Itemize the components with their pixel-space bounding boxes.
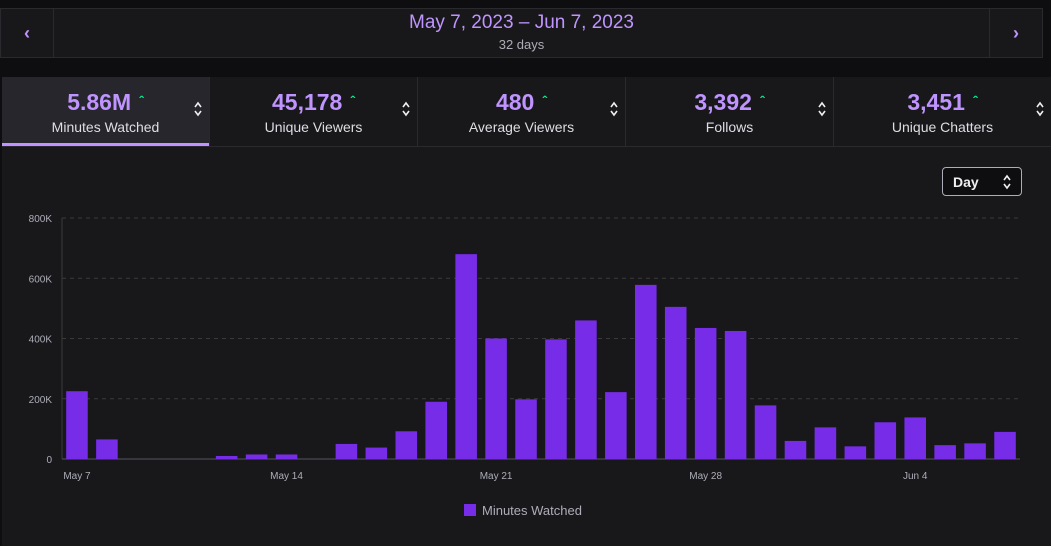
metric-label: Minutes Watched bbox=[51, 119, 160, 135]
metric-label: Unique Viewers bbox=[264, 119, 363, 135]
metric-tab-follows[interactable]: 3,392 ˆ Follows bbox=[626, 77, 834, 146]
metric-label: Average Viewers bbox=[468, 119, 575, 135]
bar bbox=[515, 399, 537, 459]
metric-tab-unique-viewers[interactable]: 45,178 ˆ Unique Viewers bbox=[210, 77, 418, 146]
metric-value: 3,392 bbox=[694, 89, 752, 115]
legend-swatch bbox=[464, 504, 476, 516]
date-range-title: May 7, 2023 – Jun 7, 2023 bbox=[409, 12, 634, 33]
select-arrows-icon bbox=[1003, 174, 1011, 190]
bar bbox=[904, 417, 926, 459]
date-range-picker: ‹ May 7, 2023 – Jun 7, 2023 32 days › bbox=[0, 8, 1043, 58]
bar bbox=[964, 443, 986, 459]
bar bbox=[844, 446, 867, 459]
metric-label: Unique Chatters bbox=[891, 119, 994, 135]
bar bbox=[934, 445, 956, 459]
sort-icon bbox=[402, 101, 410, 117]
bar bbox=[545, 339, 567, 459]
trend-up-icon: ˆ bbox=[542, 93, 548, 109]
bar bbox=[245, 454, 268, 459]
bar bbox=[664, 306, 687, 459]
x-tick-label: May 14 bbox=[270, 471, 303, 482]
sort-icon bbox=[818, 101, 826, 117]
bar bbox=[365, 447, 388, 459]
y-tick-label: 0 bbox=[46, 455, 52, 466]
bar bbox=[994, 431, 1016, 459]
sort-icon bbox=[1036, 101, 1044, 117]
bar bbox=[215, 455, 238, 459]
x-tick-label: May 28 bbox=[689, 471, 722, 482]
bar bbox=[605, 392, 627, 459]
metric-label: Follows bbox=[705, 119, 754, 135]
bar bbox=[635, 284, 657, 459]
bar bbox=[485, 338, 507, 459]
metric-value: 3,451 bbox=[907, 89, 965, 115]
stats-panel: 5.86M ˆ Minutes Watched 45,178 ˆ Unique Vi… bbox=[2, 77, 1051, 546]
bar bbox=[96, 439, 118, 459]
bar bbox=[754, 405, 777, 459]
metric-tab-minutes-watched[interactable]: 5.86M ˆ Minutes Watched bbox=[2, 77, 210, 146]
bar bbox=[575, 320, 597, 459]
trend-up-icon: ˆ bbox=[350, 93, 356, 109]
bar bbox=[694, 327, 717, 459]
bar bbox=[335, 443, 358, 459]
sort-icon bbox=[194, 101, 202, 117]
bar bbox=[395, 431, 418, 459]
trend-up-icon: ˆ bbox=[972, 93, 978, 109]
chevron-left-icon: ‹ bbox=[24, 22, 30, 43]
interval-select[interactable]: Day bbox=[942, 167, 1022, 196]
interval-select-value: Day bbox=[953, 174, 979, 190]
trend-up-icon: ˆ bbox=[139, 93, 144, 109]
y-tick-label: 600K bbox=[29, 274, 53, 285]
trend-up-icon: ˆ bbox=[759, 93, 765, 109]
metric-tab-average-viewers[interactable]: 480 ˆ Average Viewers bbox=[418, 77, 626, 146]
metric-value: 45,178 bbox=[271, 89, 343, 115]
y-tick-label: 400K bbox=[29, 335, 53, 346]
previous-range-button[interactable]: ‹ bbox=[1, 9, 54, 57]
metric-tab-unique-chatters[interactable]: 3,451 ˆ Unique Chatters bbox=[834, 77, 1051, 146]
bar bbox=[724, 330, 747, 459]
metric-value: 480 bbox=[495, 89, 535, 115]
bar bbox=[66, 391, 88, 459]
sort-icon bbox=[610, 101, 618, 117]
y-tick-label: 200K bbox=[29, 395, 53, 406]
bar bbox=[784, 440, 807, 459]
x-tick-label: Jun 4 bbox=[903, 471, 928, 482]
x-tick-label: May 7 bbox=[63, 471, 91, 482]
metric-tabs: 5.86M ˆ Minutes Watched 45,178 ˆ Unique Vi… bbox=[2, 77, 1051, 147]
date-range-days: 32 days bbox=[498, 37, 545, 52]
next-range-button[interactable]: › bbox=[989, 9, 1042, 57]
bar bbox=[814, 427, 837, 459]
bar bbox=[425, 401, 447, 459]
bar bbox=[275, 454, 298, 459]
metric-value: 5.86M bbox=[67, 89, 132, 115]
y-tick-label: 800K bbox=[29, 214, 53, 225]
legend-label: Minutes Watched bbox=[482, 502, 582, 518]
bar bbox=[455, 254, 477, 459]
minutes-watched-chart: 0 200K 400K 600K 800K May 7 May 14 May 21 May 28… bbox=[29, 214, 1020, 482]
chart-legend[interactable]: Minutes Watched bbox=[464, 502, 582, 518]
chevron-right-icon: › bbox=[1013, 22, 1019, 43]
bar bbox=[874, 422, 897, 459]
x-tick-label: May 21 bbox=[480, 471, 513, 482]
